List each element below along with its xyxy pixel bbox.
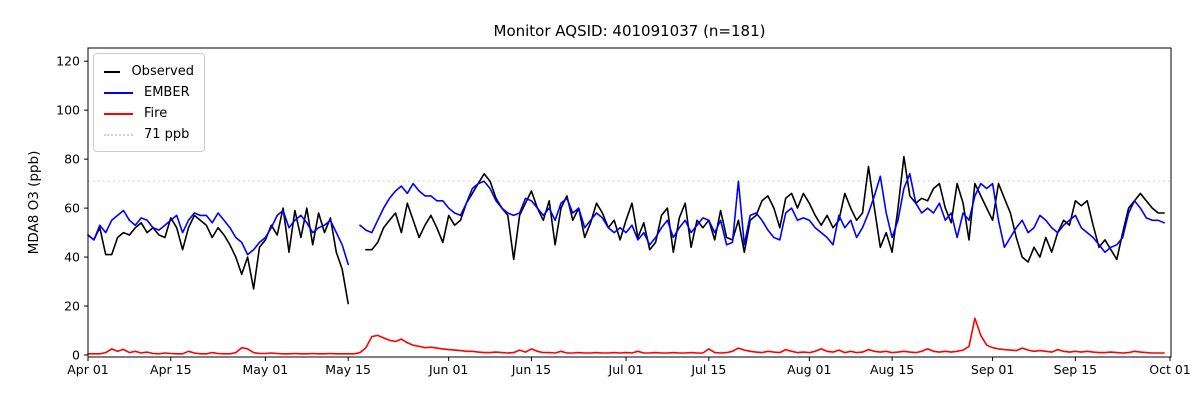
legend-line-sample <box>104 70 121 73</box>
y-tick-label: 20 <box>64 299 80 314</box>
legend-label: Fire <box>144 106 168 121</box>
legend-item-fire: Fire <box>104 103 194 124</box>
legend-item-observed: Observed <box>104 61 194 82</box>
y-axis-label: MDA8 O3 (ppb) <box>26 151 42 255</box>
x-tick-label: Aug 15 <box>870 362 914 377</box>
legend-line-sample <box>104 133 133 136</box>
chart-title: Monitor AQSID: 401091037 (n=181) <box>494 22 766 40</box>
series-line-fire <box>87 317 1165 355</box>
y-tick-label: 0 <box>72 348 80 363</box>
x-tick-label: Jun 15 <box>511 362 551 377</box>
legend-line-sample <box>104 112 133 115</box>
y-tick-label: 60 <box>64 201 80 216</box>
legend-line-sample <box>104 91 133 94</box>
x-tick-label: Oct 01 <box>1149 362 1191 377</box>
y-tick-label: 100 <box>56 103 80 118</box>
x-tick-label: May 01 <box>243 362 289 377</box>
x-tick-label: Apr 15 <box>150 362 192 377</box>
legend-item-71-ppb: 71 ppb <box>104 124 194 145</box>
legend-label: EMBER <box>144 85 190 100</box>
series-line-observed <box>87 155 1165 305</box>
axes-frame <box>87 47 1172 358</box>
legend-label: Observed <box>131 64 194 79</box>
y-tick-label: 80 <box>64 152 80 167</box>
x-tick-label: Apr 01 <box>67 362 109 377</box>
y-tick-label: 40 <box>64 250 80 265</box>
x-tick-label: Sep 01 <box>971 362 1014 377</box>
legend-label: 71 ppb <box>144 127 190 142</box>
x-tick-label: Sep 15 <box>1054 362 1097 377</box>
x-tick-label: Jul 01 <box>608 362 644 377</box>
legend-item-ember: EMBER <box>104 82 194 103</box>
series-line-ember <box>87 173 1165 266</box>
x-tick-label: Jun 01 <box>428 362 468 377</box>
x-tick-label: Jul 15 <box>690 362 726 377</box>
x-tick-label: May 15 <box>325 362 371 377</box>
y-tick-label: 120 <box>56 54 80 69</box>
chart-legend: Observed EMBER Fire 71 ppb <box>93 53 205 152</box>
x-tick-label: Aug 01 <box>787 362 831 377</box>
